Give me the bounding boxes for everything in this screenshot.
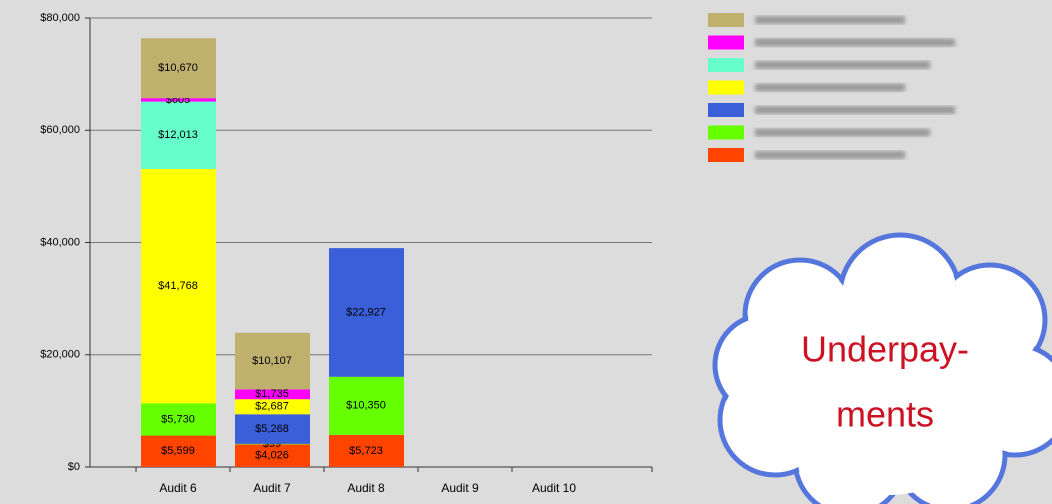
legend-swatch <box>708 103 744 117</box>
data-label: $22,927 <box>346 306 386 318</box>
x-tick-label: Audit 8 <box>347 481 385 495</box>
legend-blurred-text <box>755 106 955 114</box>
legend-blurred-text <box>755 128 930 137</box>
bar-segment <box>235 444 310 467</box>
y-tick-label: $0 <box>68 461 80 473</box>
data-label: $4,026 <box>255 450 289 462</box>
bar-segment <box>235 443 310 445</box>
y-tick-label: $80,000 <box>40 12 80 24</box>
x-tick-label: Audit 9 <box>441 481 479 495</box>
legend-swatch <box>708 80 744 95</box>
legend-swatch <box>708 35 744 50</box>
data-label: $5,599 <box>161 445 195 457</box>
bar-segment <box>329 248 404 377</box>
x-tick-label: Audit 7 <box>253 481 291 495</box>
data-label: $2,687 <box>255 401 289 413</box>
bar-segment <box>141 38 216 99</box>
y-tick-label: $20,000 <box>40 349 80 361</box>
data-label: $12,013 <box>158 129 198 141</box>
annotation: Underpay- <box>801 329 969 370</box>
data-label: $10,350 <box>346 400 386 412</box>
legend-blurred-text <box>755 83 905 92</box>
data-label: $1,735 <box>255 388 289 400</box>
data-label: $5,723 <box>349 445 383 457</box>
x-tick-label: Audit 10 <box>532 481 576 495</box>
y-tick-label: $40,000 <box>40 236 80 248</box>
bar-segment <box>141 168 216 404</box>
bar-segment <box>235 414 310 444</box>
bar-segment <box>235 389 310 400</box>
bar-segment <box>141 98 216 102</box>
legend-blurred-text <box>755 38 955 47</box>
bar-segment <box>329 434 404 467</box>
data-label: $41,768 <box>158 280 198 292</box>
legend-swatch <box>708 148 744 162</box>
legend-swatch <box>708 58 744 72</box>
bar-segment <box>141 101 216 169</box>
legend-blurred-text <box>755 151 905 159</box>
legend-swatch <box>708 125 744 140</box>
data-label: $10,107 <box>252 355 292 367</box>
legend-blurred-text <box>755 61 930 69</box>
legend-swatch <box>708 13 744 27</box>
bar-segment <box>329 376 404 435</box>
annotation: ments <box>836 394 934 435</box>
legend-blurred-text <box>755 16 905 24</box>
data-label: $10,670 <box>158 62 198 74</box>
data-label: $5,268 <box>255 423 289 435</box>
data-label: $5,730 <box>161 413 195 425</box>
x-tick-label: Audit 6 <box>159 481 197 495</box>
cloud: Underpay- ments <box>712 232 1052 504</box>
bar-segment <box>141 435 216 467</box>
bar-segment <box>235 332 310 390</box>
y-tick-label: $60,000 <box>40 124 80 136</box>
bar-segment <box>141 403 216 436</box>
bar-segment <box>235 399 310 415</box>
